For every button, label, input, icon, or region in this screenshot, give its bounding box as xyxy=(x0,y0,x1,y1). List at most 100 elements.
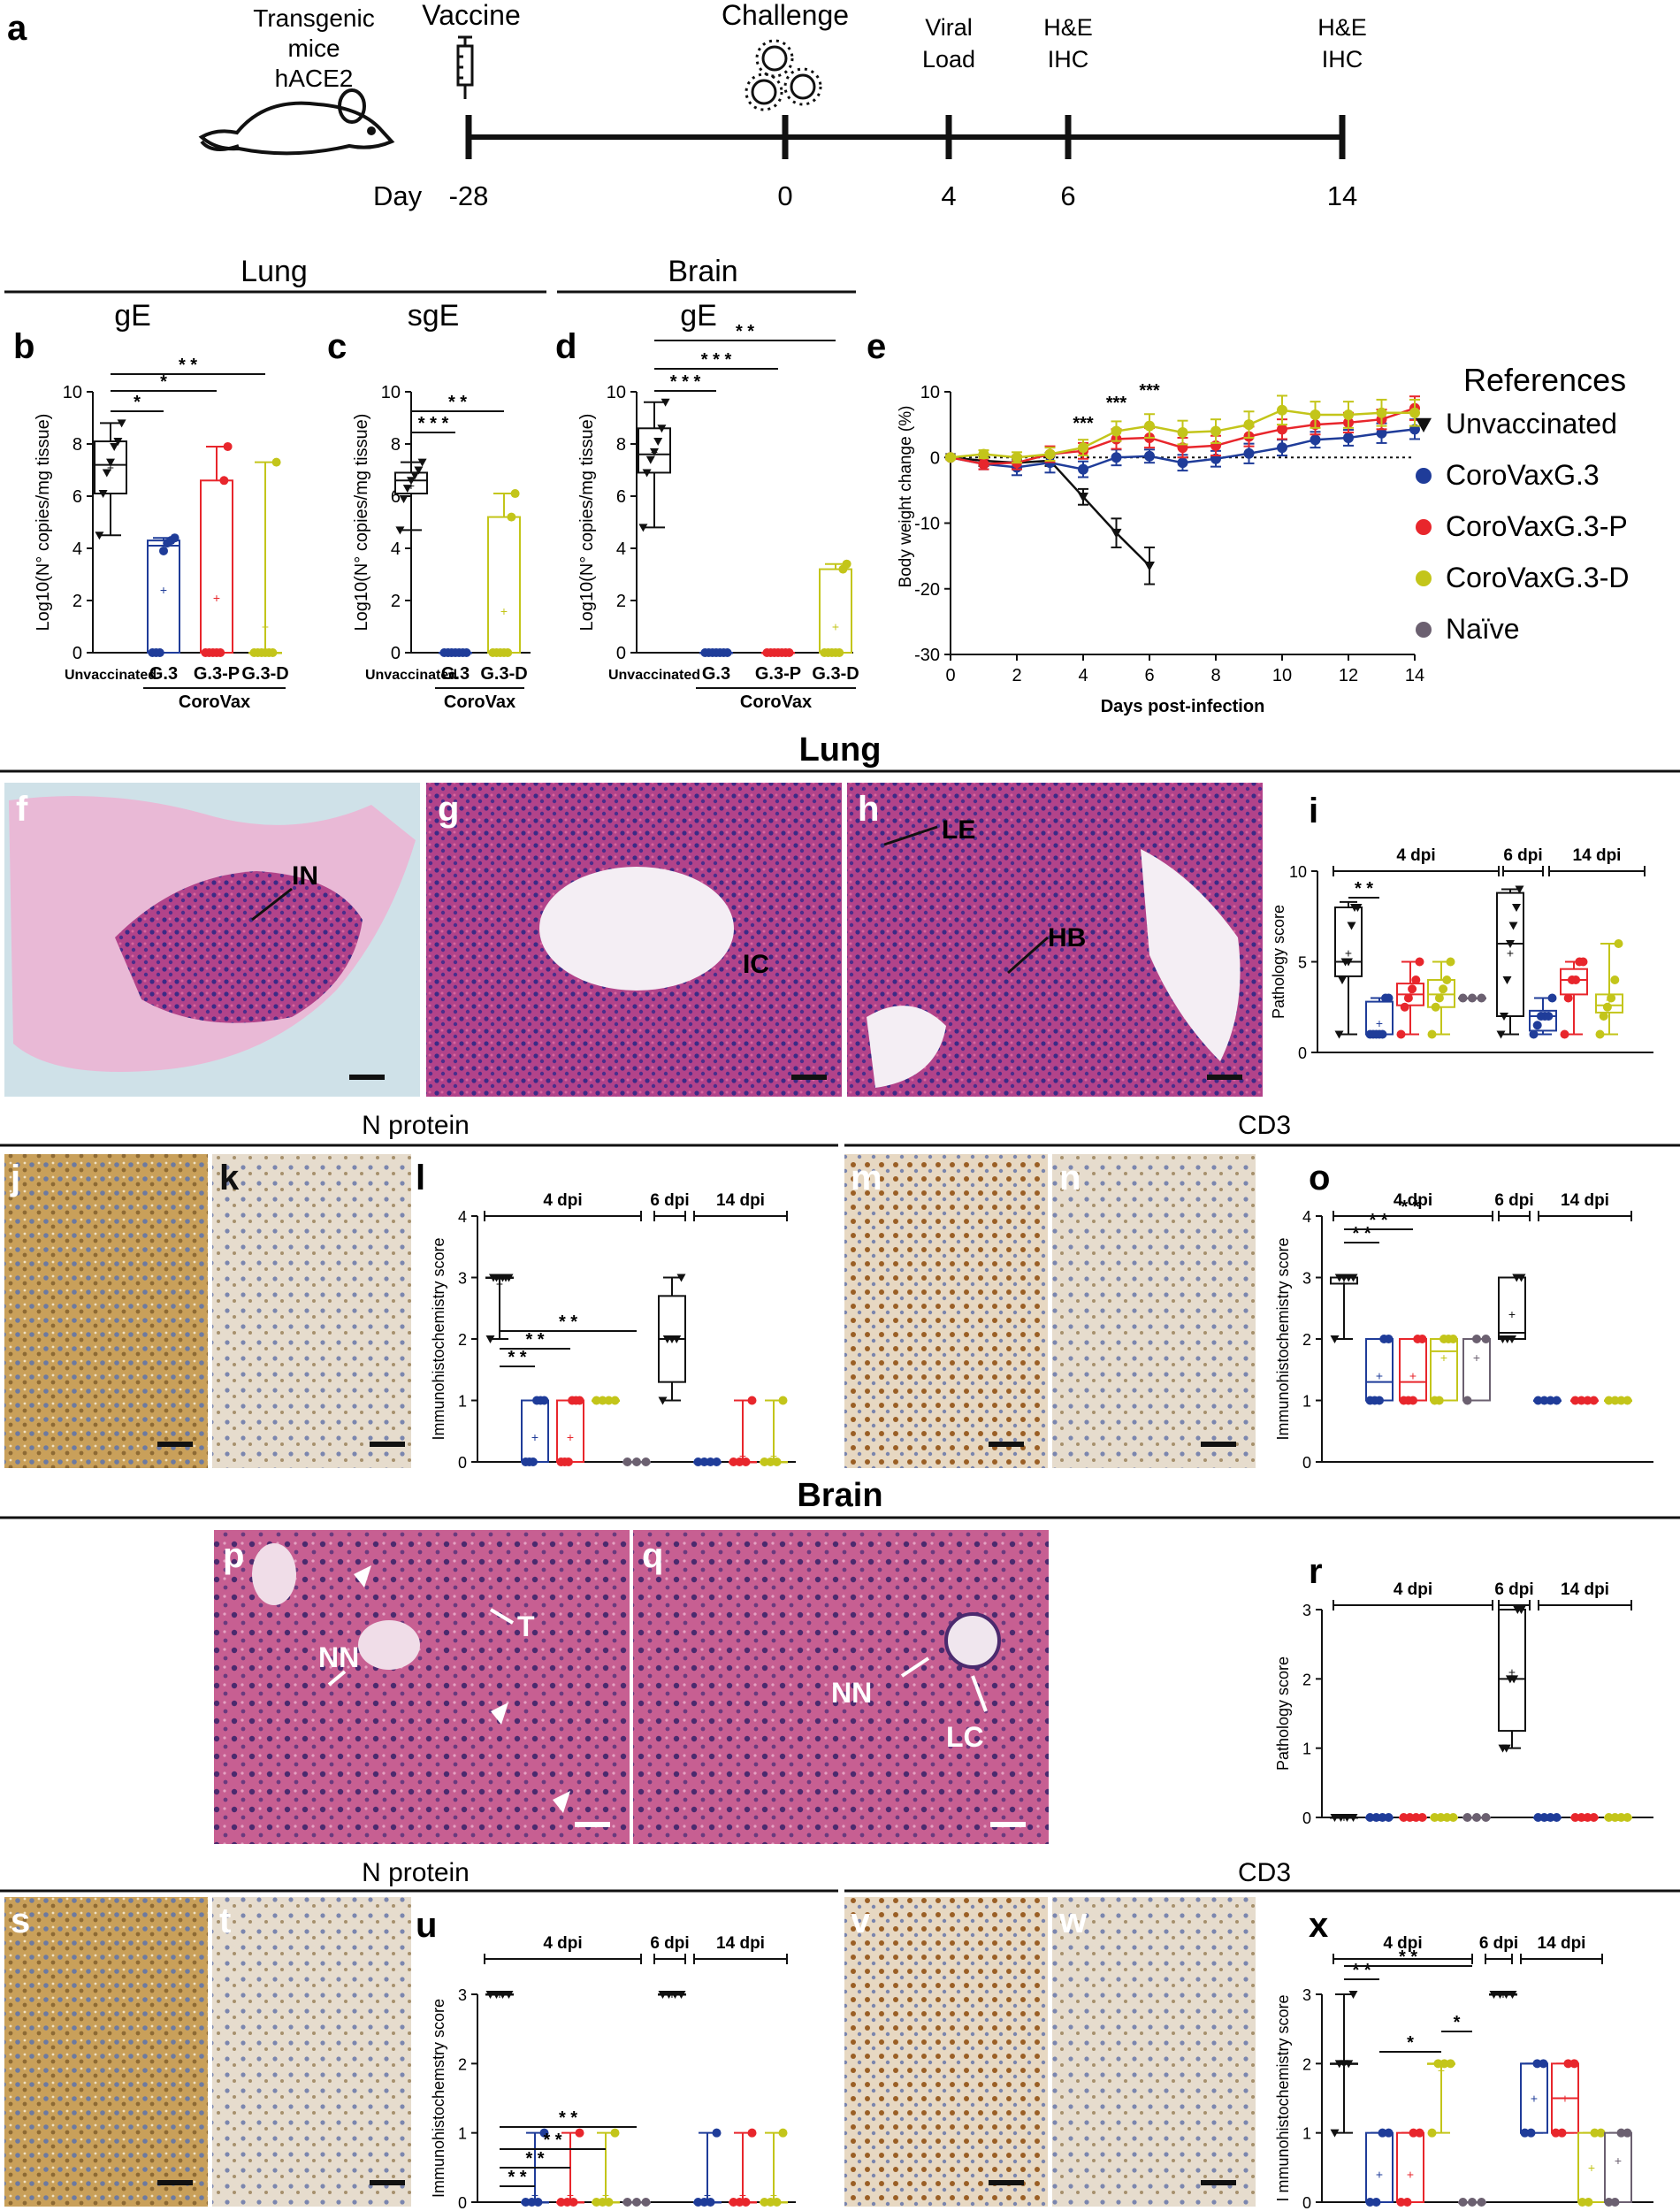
data-point xyxy=(641,1457,651,1466)
data-point xyxy=(1343,409,1354,420)
box-7: + xyxy=(1551,2059,1579,2138)
box-0: + xyxy=(485,1274,514,1343)
micrograph-f: f IN xyxy=(4,783,420,1097)
data-point xyxy=(1596,2128,1606,2138)
y-tick-label: 10 xyxy=(920,383,940,402)
data-point xyxy=(766,2198,775,2207)
y-tick-label: 2 xyxy=(458,1331,467,1349)
data-point xyxy=(223,441,233,451)
box-mean: + xyxy=(262,620,269,634)
box-4: + xyxy=(622,1455,651,1469)
box-3: + xyxy=(592,2128,620,2207)
y-tick-label: 0 xyxy=(458,1454,467,1472)
timeline-event-label: Load xyxy=(922,46,975,73)
annotation-ic: IC xyxy=(743,950,769,979)
data-point xyxy=(399,494,409,503)
data-point xyxy=(1508,1335,1516,1343)
data-point xyxy=(1544,1012,1554,1021)
micrograph-j: j xyxy=(4,1154,208,1468)
y-tick-label: 2 xyxy=(391,592,401,611)
data-point xyxy=(706,1457,715,1466)
header-cd3-brain: CD3 xyxy=(1238,1858,1291,1887)
data-point xyxy=(747,1396,757,1405)
data-point xyxy=(1330,2129,1340,2138)
data-point xyxy=(1277,424,1287,435)
timeline-day: 14 xyxy=(1327,180,1357,211)
y-tick-label: 4 xyxy=(458,1208,467,1226)
data-point xyxy=(1310,409,1321,420)
data-point xyxy=(1563,993,1573,1003)
data-point xyxy=(1489,1991,1499,1999)
data-point xyxy=(556,2198,566,2207)
data-point xyxy=(735,1457,745,1466)
y-tick-label: 10 xyxy=(63,383,82,402)
chart-l-lung-ihc-n-protein: l 0 1 2 3 4 Immunohistochemistry score + + + + + + + +… xyxy=(416,1159,796,1472)
y-tick-label: 6 xyxy=(73,487,82,507)
data-point xyxy=(1376,407,1387,418)
data-point xyxy=(521,2198,531,2207)
data-point xyxy=(741,1457,751,1466)
data-point xyxy=(113,438,123,447)
y-tick-label: 4 xyxy=(73,539,82,559)
data-point xyxy=(1277,442,1287,454)
data-point xyxy=(1376,427,1387,439)
timeline-day: 4 xyxy=(941,180,956,211)
box-2: + xyxy=(487,489,521,657)
data-point xyxy=(1342,1814,1352,1822)
box-0: + xyxy=(394,458,428,535)
panel-label-n: n xyxy=(1059,1159,1081,1197)
data-point xyxy=(592,1396,601,1405)
data-point xyxy=(1547,993,1557,1003)
data-point xyxy=(622,2198,632,2207)
data-point xyxy=(1448,1813,1458,1822)
box-2: + xyxy=(556,2128,584,2207)
panel-a-timeline: a Transgenic mice hACE2 Day -28 Vaccine 0 C… xyxy=(7,0,1367,211)
box-2: + xyxy=(556,1396,584,1466)
data-point xyxy=(1243,419,1255,431)
x-tick-label: 4 xyxy=(1078,666,1088,685)
data-point xyxy=(569,2198,578,2207)
mouse-label-line-1: Transgenic xyxy=(253,4,374,32)
data-point xyxy=(539,2128,549,2138)
data-point xyxy=(1462,1396,1472,1405)
y-tick-label: 4 xyxy=(1302,1208,1311,1226)
chart-x-brain-ihc-cd3: x 0 1 2 3 I mmunohistochemistry score + + + + + + + +… xyxy=(1274,1906,1653,2211)
chart-c-lung-sge: c 0 2 4 6 8 10 Log10(N° copies/mg tissue) + + + Unv… xyxy=(327,327,531,712)
box-5: + xyxy=(658,1274,686,1405)
category-label: Unvaccinated xyxy=(65,668,157,683)
micrograph-m-tissue xyxy=(844,1154,1048,1468)
annotation-hb: HB xyxy=(1048,923,1086,952)
series-corovaxg-3-d xyxy=(945,394,1420,464)
box-4: + xyxy=(1462,1335,1491,1405)
data-point xyxy=(507,512,516,522)
panel-label-d: d xyxy=(555,327,577,366)
data-point xyxy=(575,2128,584,2138)
data-point xyxy=(1330,1814,1340,1822)
data-point xyxy=(1439,984,1448,994)
y-tick-label: -20 xyxy=(914,580,940,600)
significance-label: * * xyxy=(448,393,467,412)
scale-bar-q xyxy=(990,1822,1026,1827)
data-point xyxy=(1417,1335,1427,1343)
virus-icon xyxy=(745,39,822,111)
box-1: + xyxy=(1365,993,1394,1039)
data-point xyxy=(1502,976,1512,984)
box-mean: + xyxy=(1345,945,1352,960)
arrowhead-marker-1 xyxy=(354,1565,371,1587)
box-5: + xyxy=(1489,1987,1517,2001)
box-0: + xyxy=(485,1987,514,2001)
data-point xyxy=(395,526,405,535)
box-5: + xyxy=(1498,1274,1526,1343)
timeline-event-label: IHC xyxy=(1322,46,1363,73)
box-5: + xyxy=(1496,885,1524,1039)
panel-label-r: r xyxy=(1309,1552,1323,1591)
box-2: + xyxy=(1396,957,1424,1039)
box-8: + xyxy=(760,2128,788,2207)
data-point xyxy=(706,2198,715,2207)
scale-bar-g xyxy=(791,1075,827,1080)
box-mean: + xyxy=(496,1276,503,1290)
data-point xyxy=(1462,1813,1472,1822)
scale-bar-w xyxy=(1201,2180,1236,2185)
box-1: + xyxy=(147,533,180,657)
data-point xyxy=(1552,1813,1562,1822)
